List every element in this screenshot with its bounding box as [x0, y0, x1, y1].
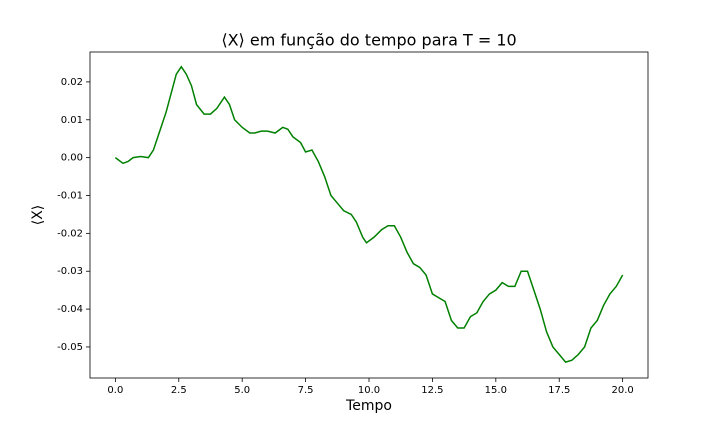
x-axis-label: Tempo — [345, 398, 392, 414]
y-tick-label: 0.00 — [61, 153, 83, 164]
x-tick-label: 7.5 — [298, 385, 314, 396]
x-tick-label: 5.0 — [234, 385, 250, 396]
chart-title: ⟨X⟩ em função do tempo para T = 10 — [221, 31, 516, 50]
y-tick-label: -0.03 — [57, 266, 83, 277]
x-tick-label: 10.0 — [358, 385, 380, 396]
x-tick-label: 0.0 — [107, 385, 123, 396]
y-tick-label: -0.04 — [57, 304, 83, 315]
x-tick-label: 2.5 — [171, 385, 187, 396]
y-tick-label: -0.05 — [57, 342, 83, 353]
y-tick-label: 0.01 — [61, 115, 83, 126]
x-tick-label: 17.5 — [548, 385, 570, 396]
plot-frame — [89, 51, 649, 379]
y-tick-label: 0.02 — [61, 77, 83, 88]
y-tick-label: -0.01 — [57, 191, 83, 202]
x-tick-label: 20.0 — [612, 385, 634, 396]
y-axis-label: ⟨X⟩ — [30, 205, 46, 226]
y-tick-label: -0.02 — [57, 228, 83, 239]
x-tick-label: 12.5 — [421, 385, 443, 396]
x-tick-label: 15.0 — [485, 385, 507, 396]
data-line — [114, 65, 624, 363]
